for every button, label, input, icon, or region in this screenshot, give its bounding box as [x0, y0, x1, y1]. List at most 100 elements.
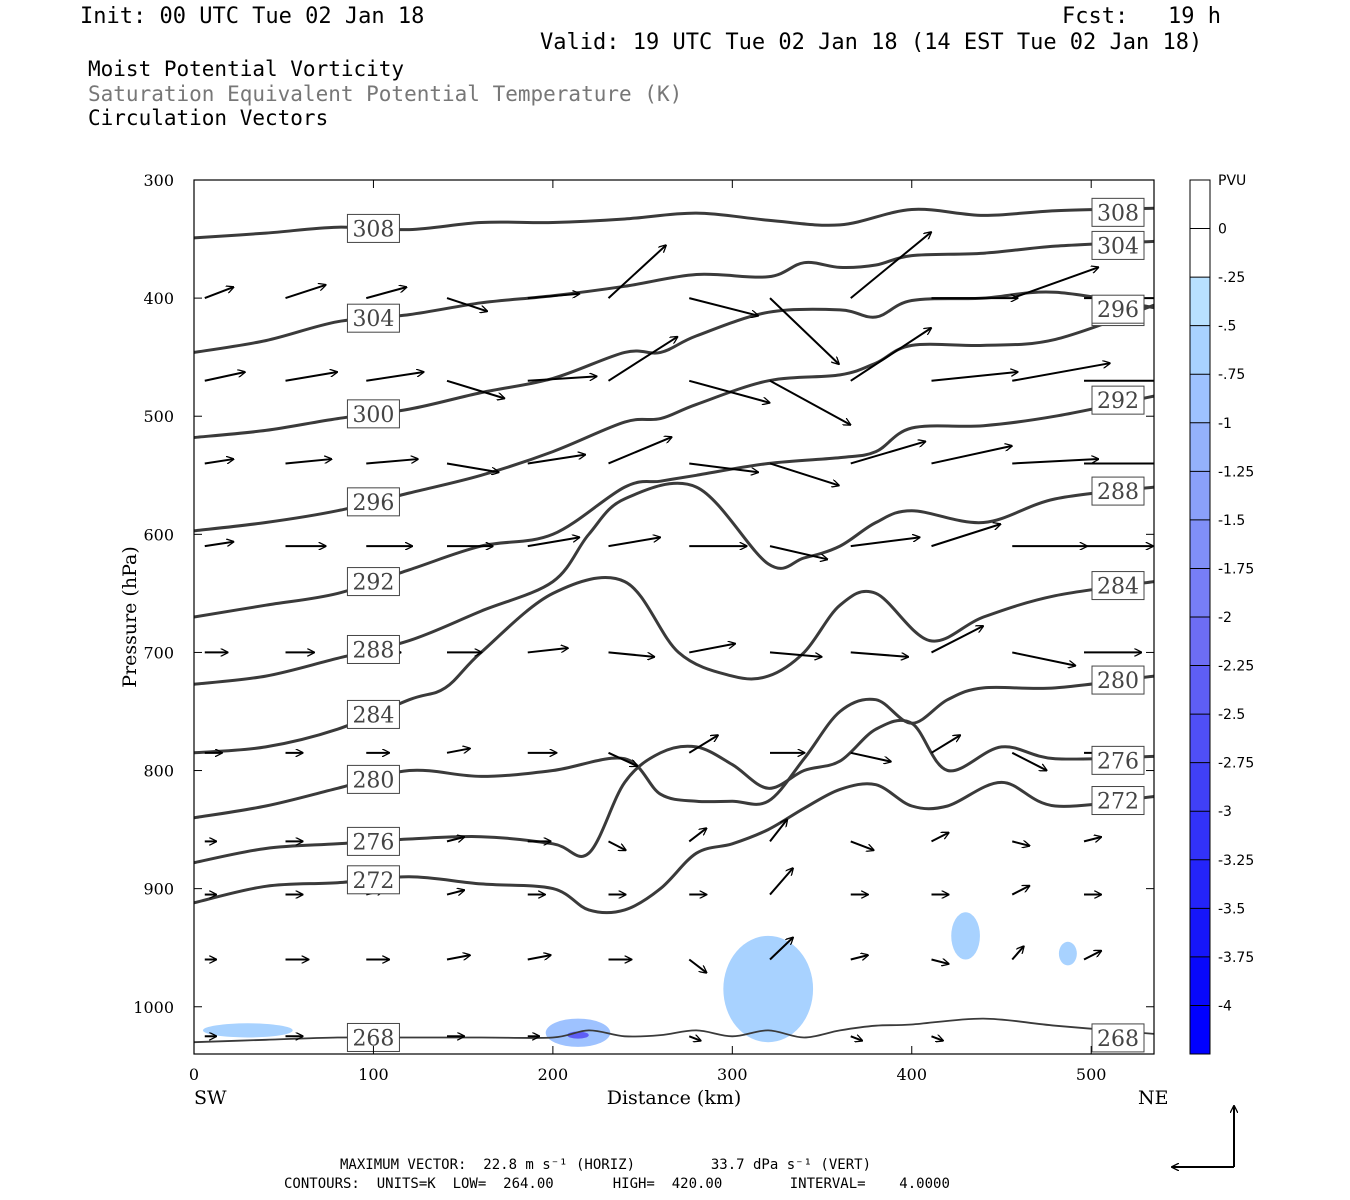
y-tick-label: 700: [143, 643, 174, 662]
vector-arrow: [1011, 841, 1029, 845]
y-axis: 300 400 500 600 700 800 900 1000: [133, 171, 1154, 1017]
x-tick-label: 500: [1076, 1065, 1107, 1084]
vector-arrow: [1083, 951, 1101, 961]
contour-label-280-right: 280: [1091, 665, 1145, 695]
vector-arrow: [769, 868, 793, 896]
vector-arrow: [285, 285, 326, 300]
svg-text:308: 308: [1097, 201, 1139, 226]
svg-text:304: 304: [352, 307, 394, 332]
vector-arrow: [204, 372, 245, 382]
contour-label-284-right: 284: [1091, 571, 1145, 601]
colorbar-swatch: [1190, 714, 1210, 763]
contour-308: [194, 206, 1154, 240]
x-tick-label: 200: [538, 1065, 569, 1084]
reference-vector-icon: [1172, 1106, 1234, 1167]
contour-label-268-left: 268: [346, 1022, 400, 1052]
colorbar-label: -3.25: [1218, 853, 1254, 869]
vector-arrow: [1012, 363, 1110, 382]
svg-text:280: 280: [1097, 669, 1139, 694]
colorbar-label: -2.25: [1218, 659, 1254, 675]
colorbar-label: -.75: [1218, 367, 1245, 383]
y-tick-label: 1000: [133, 998, 174, 1017]
svg-text:292: 292: [352, 571, 394, 596]
vector-arrow: [527, 648, 568, 654]
vector-arrow: [931, 960, 948, 964]
vector-arrow: [607, 337, 678, 382]
contour-label-292-right: 292: [1091, 385, 1145, 415]
vector-arrow: [607, 245, 666, 299]
vector-arrow: [850, 232, 931, 299]
y-tick-label: 600: [143, 525, 174, 544]
y-tick-label: 400: [143, 289, 174, 308]
colorbar-label: -1.5: [1218, 513, 1245, 529]
colorbar-label: -.25: [1218, 270, 1245, 286]
colorbar-swatch: [1190, 859, 1210, 909]
colorbar-swatch: [1190, 956, 1210, 1006]
svg-text:296: 296: [1097, 298, 1139, 323]
contour-label-300-left: 300: [346, 399, 400, 429]
vector-arrow: [1012, 651, 1075, 665]
vector-arrow: [608, 437, 672, 465]
svg-text:268: 268: [1097, 1027, 1139, 1052]
plot-frame: [193, 179, 1155, 1055]
pv-colorbar: 0 -.25 -.5 -.75 -1 -1.25 -1.5 -1.75 -2 -2.25 -2.5 -…: [1189, 179, 1254, 1055]
vector-arrow: [446, 890, 464, 894]
colorbar-swatch: [1190, 374, 1210, 423]
vector-arrow: [366, 459, 418, 465]
colorbar-title: PVU: [1218, 173, 1246, 189]
vector-arrow: [608, 840, 626, 850]
x-tick-label: 400: [896, 1065, 927, 1084]
contour-label-288-left: 288: [346, 634, 400, 664]
vector-arrow: [850, 840, 874, 850]
colorbar-swatch: [1190, 665, 1210, 715]
vector-arrow: [769, 938, 793, 961]
contour-label-296-right: 296: [1091, 294, 1145, 324]
vector-arrow: [688, 828, 706, 843]
pv-patch-5: [202, 1023, 293, 1038]
colorbar-label: -4: [1218, 998, 1232, 1014]
colorbar-swatch: [1190, 617, 1210, 666]
vector-arrow: [527, 537, 580, 548]
contour-info-note: CONTOURS: UNITS=K LOW= 264.00 HIGH= 420.…: [284, 1176, 950, 1192]
x-right-label: NE: [1138, 1087, 1169, 1109]
contour-label-292-left: 292: [346, 567, 400, 597]
vector-arrow: [446, 297, 487, 311]
contour-label-276-left: 276: [346, 826, 400, 856]
vector-arrow: [769, 819, 787, 843]
vector-arrow: [931, 372, 1017, 382]
vector-arrow: [527, 294, 580, 300]
colorbar-label: -3.75: [1218, 950, 1254, 966]
contour-268: [194, 1017, 1154, 1044]
pv-patch-0: [723, 935, 814, 1043]
x-tick-label: 100: [358, 1065, 389, 1084]
colorbar-swatch: [1190, 908, 1210, 957]
vector-arrow: [204, 542, 234, 548]
vector-arrow: [1011, 946, 1023, 961]
field-label-mpv: Moist Potential Vorticity: [88, 57, 405, 81]
vector-arrow: [931, 626, 983, 654]
y-tick-label: 500: [143, 407, 174, 426]
forecast-hour: Fcst: 19 h: [1062, 4, 1221, 29]
vector-arrow: [688, 735, 718, 754]
vector-arrow: [608, 537, 661, 548]
contour-label-272-left: 272: [346, 865, 400, 895]
vector-arrow: [769, 379, 850, 425]
vector-arrow: [850, 651, 908, 656]
contour-label-280-left: 280: [346, 764, 400, 794]
vector-arrow: [204, 459, 234, 465]
colorbar-label: -1.25: [1218, 464, 1254, 480]
colorbar-label: -1.75: [1218, 561, 1254, 577]
vector-arrow: [688, 958, 706, 973]
svg-text:276: 276: [352, 830, 394, 855]
contour-292: [194, 394, 1154, 619]
vector-arrow: [689, 644, 735, 654]
vector-arrow: [285, 372, 338, 382]
vector-arrow: [365, 287, 406, 300]
pv-shading: [202, 912, 1077, 1047]
svg-text:288: 288: [352, 638, 394, 663]
contour-label-276-right: 276: [1091, 745, 1145, 775]
vector-arrow: [688, 379, 769, 403]
vector-arrow: [850, 955, 868, 959]
max-vector-note: MAXIMUM VECTOR: 22.8 m s⁻¹ (HORIZ) 33.7 …: [340, 1157, 872, 1173]
contour-label-284-left: 284: [346, 699, 400, 729]
